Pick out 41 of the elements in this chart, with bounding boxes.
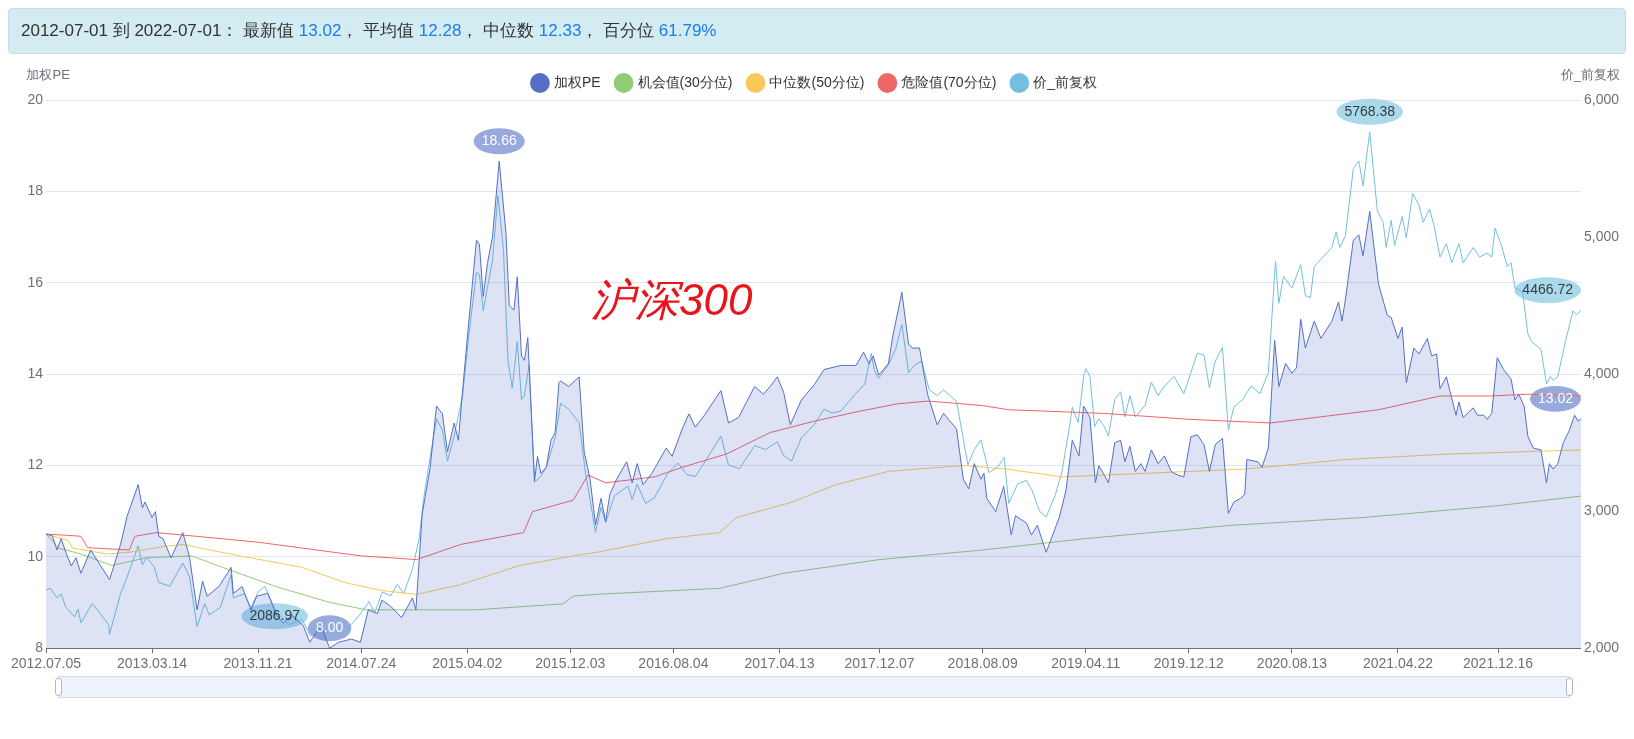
x-tick-label: 2012.07.05 — [11, 655, 82, 672]
y2-tick-label: 3,000 — [1583, 502, 1620, 519]
y-tick-label: 10 — [27, 547, 44, 564]
x-tick-label: 2020.08.13 — [1256, 655, 1328, 672]
x-tick-label: 2019.04.11 — [1051, 655, 1121, 672]
y-tick-label: 18 — [27, 182, 44, 199]
y-tick-label: 8 — [35, 639, 44, 656]
x-tick-label: 2016.08.04 — [638, 655, 709, 672]
data-label: 5768.38 — [1344, 102, 1396, 119]
x-tick-label: 2015.04.02 — [432, 655, 503, 672]
x-tick-label: 2021.04.22 — [1362, 655, 1434, 672]
y-tick-label: 12 — [27, 456, 44, 473]
y-tick-label: 20 — [27, 90, 44, 107]
legend-label: 危险值(70分位) — [901, 73, 997, 90]
x-tick-label: 2014.07.24 — [326, 655, 397, 672]
y2-tick-label: 2,000 — [1583, 639, 1620, 656]
legend-label: 中位数(50分位) — [769, 73, 865, 90]
y2-tick-label: 4,000 — [1583, 364, 1620, 381]
x-tick-label: 2019.12.12 — [1153, 655, 1225, 672]
x-tick-label: 2017.04.13 — [744, 655, 815, 672]
y-tick-label: 14 — [27, 364, 44, 381]
y2-tick-label: 5,000 — [1583, 227, 1620, 244]
data-label: 8.00 — [316, 619, 344, 636]
y2-tick-label: 6,000 — [1583, 90, 1620, 107]
x-tick-label: 2015.12.03 — [535, 655, 606, 672]
y2-axis-title: 价_前复权 — [1559, 67, 1620, 83]
x-tick-label: 2017.12.07 — [844, 655, 915, 672]
legend-label: 价_前复权 — [1032, 73, 1098, 90]
chart-title: 2012-07-01 到 2022-07-01： 最新值 13.02， 平均值 12.28， 中位数 12.33， 百分位 61.79% — [21, 21, 717, 40]
x-tick-label: 2013.11.21 — [223, 655, 293, 672]
legend-label: 加权PE — [553, 73, 601, 90]
legend-label: 机会值(30分位) — [637, 73, 733, 90]
annotation: 沪深300 — [590, 275, 753, 325]
x-tick-label: 2018.08.09 — [947, 655, 1018, 672]
data-label: 18.66 — [481, 132, 517, 149]
x-tick-label: 2013.03.14 — [117, 655, 188, 672]
data-label: 2086.97 — [249, 607, 301, 624]
x-tick-label: 2021.12.16 — [1463, 655, 1534, 672]
y-axis-title: 加权PE — [26, 67, 71, 83]
y-tick-label: 16 — [27, 273, 44, 290]
data-label: 4466.72 — [1522, 281, 1574, 297]
